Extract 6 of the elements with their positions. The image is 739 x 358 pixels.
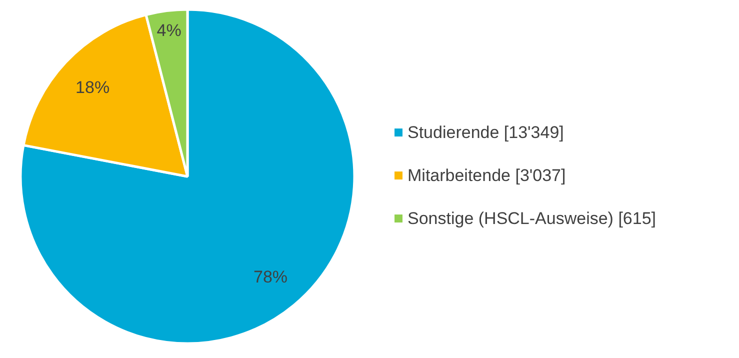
data-label: 18% <box>76 78 110 97</box>
legend-label: Studierende [13'349] <box>408 123 564 142</box>
legend-label: Mitarbeitende [3'037] <box>408 166 566 185</box>
data-label: 78% <box>254 267 288 286</box>
legend-label: Sonstige (HSCL-Ausweise) [615] <box>408 209 656 228</box>
data-label: 4% <box>156 21 182 40</box>
